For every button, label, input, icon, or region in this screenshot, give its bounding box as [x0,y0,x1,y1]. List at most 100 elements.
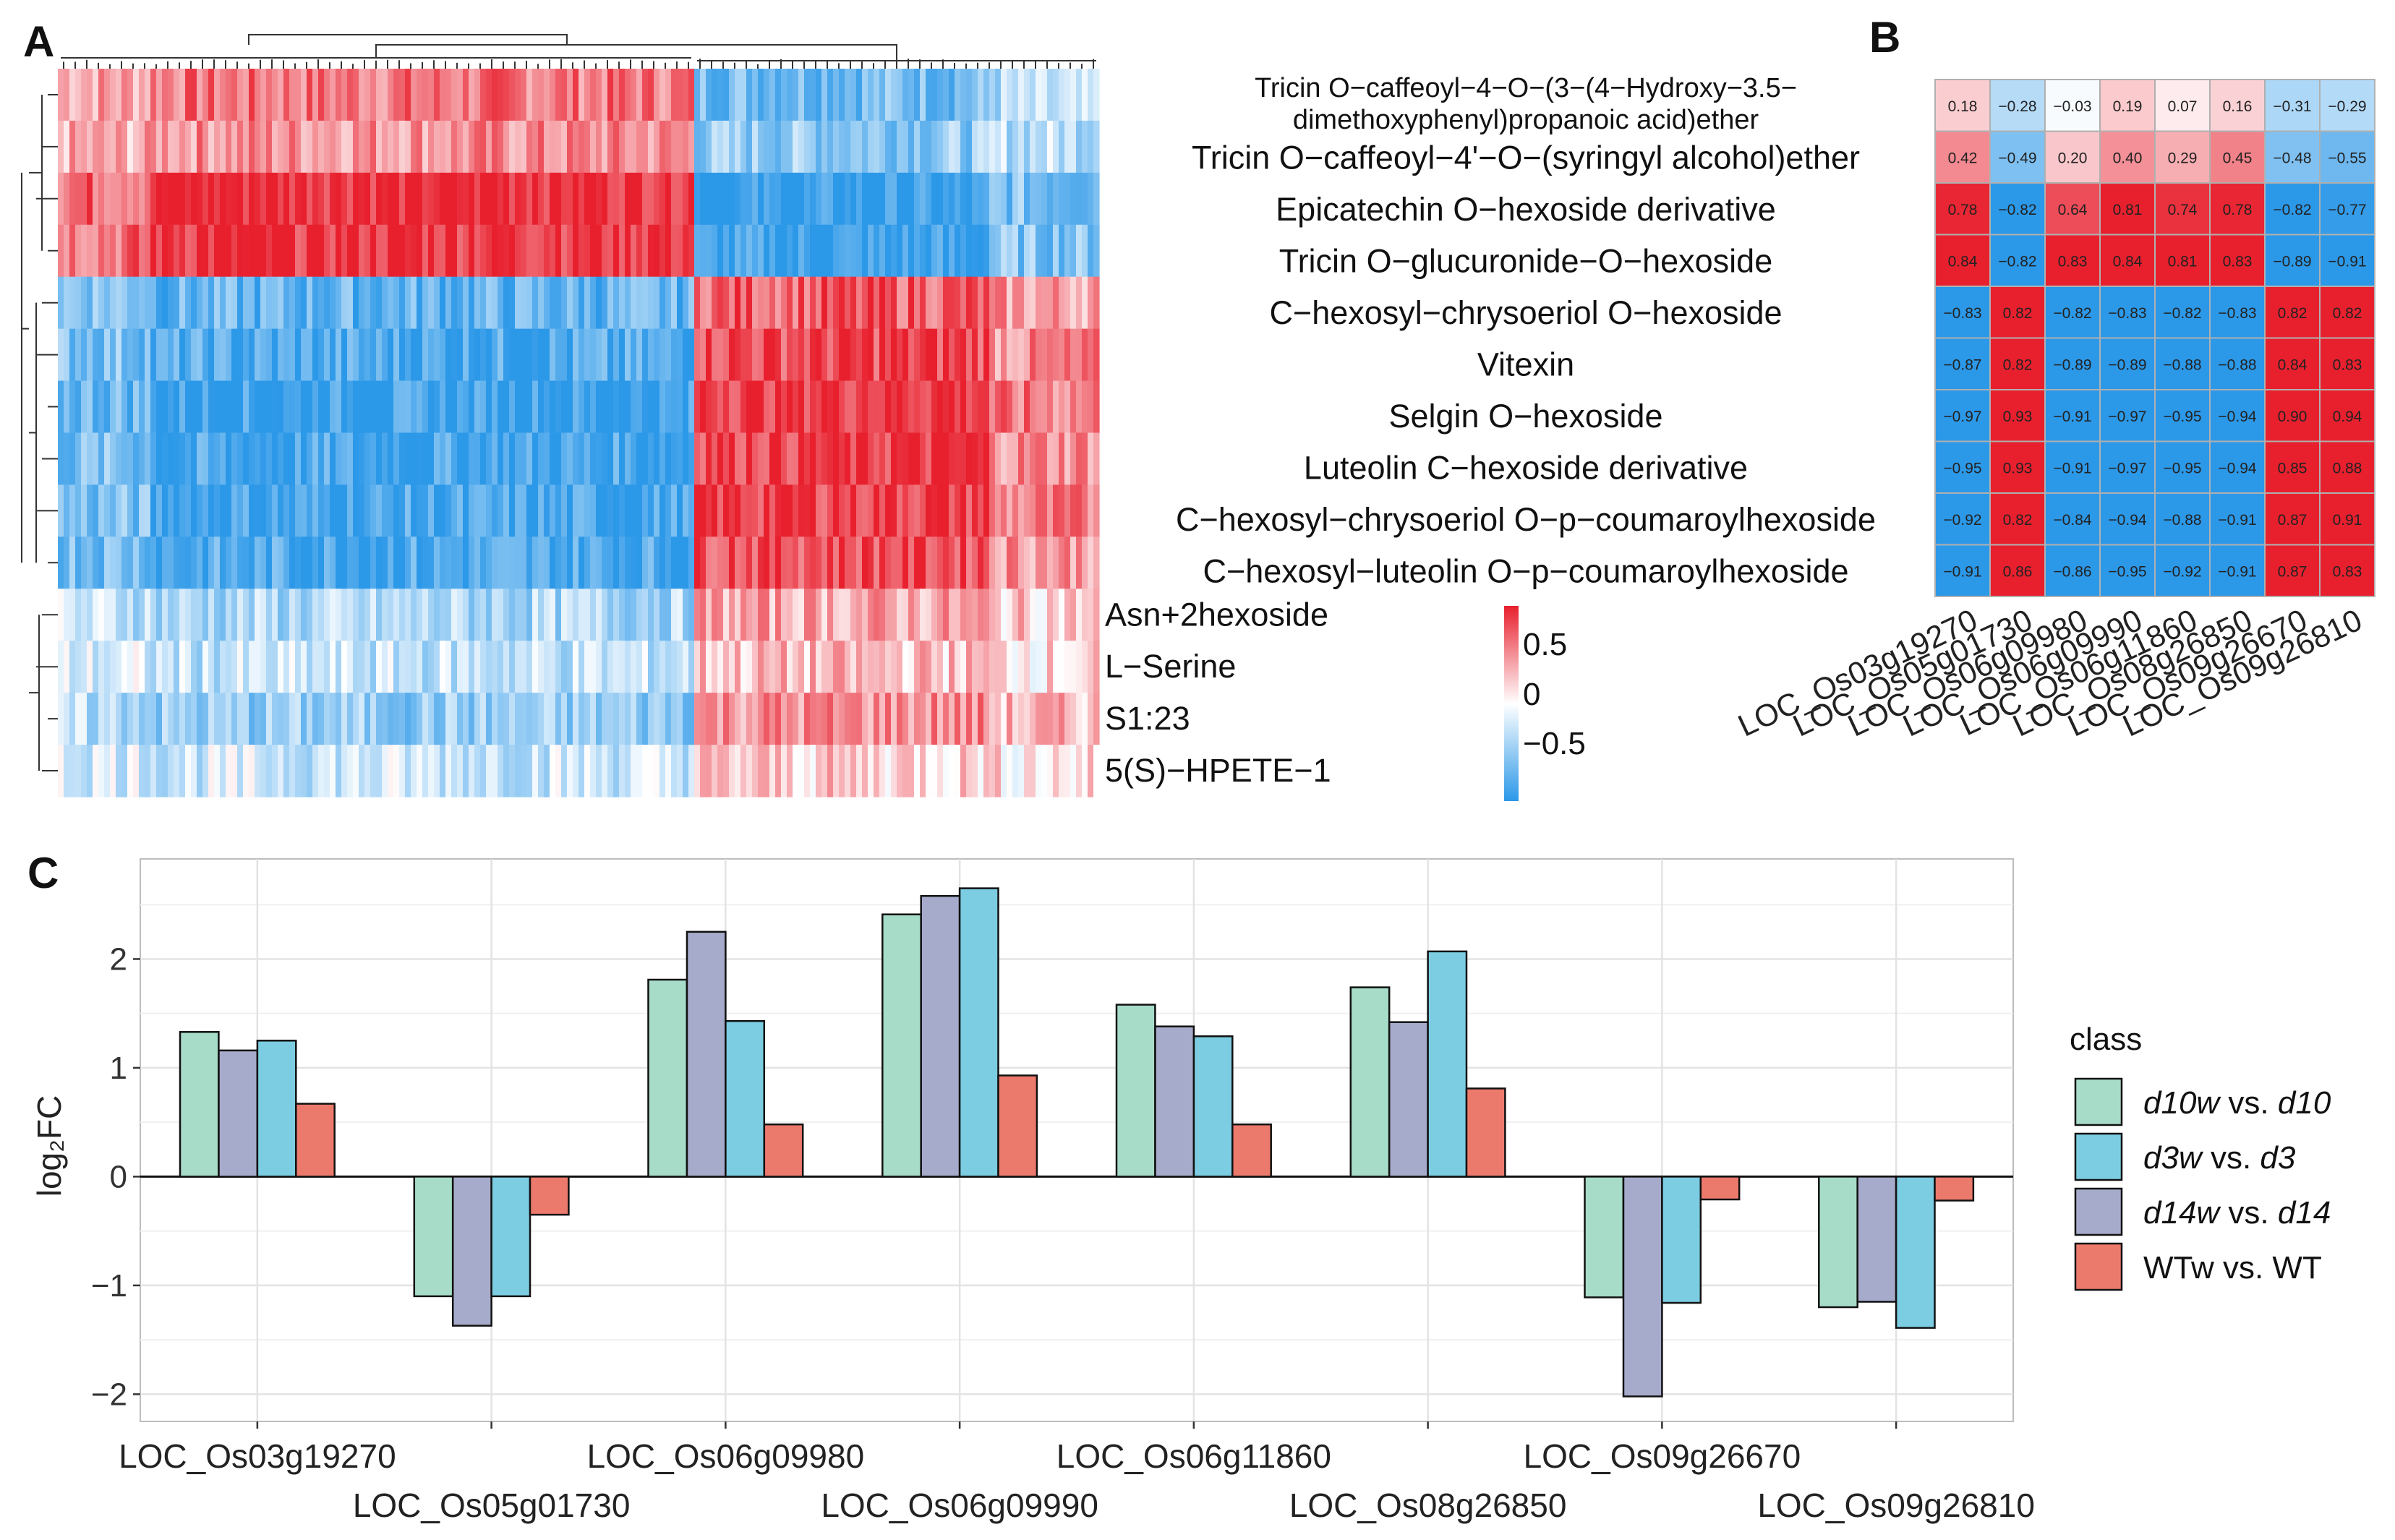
heatmap-a-cell [804,328,811,382]
heatmap-a-cell [526,380,533,434]
heatmap-a-cell [405,172,411,226]
heatmap-a-cell [602,328,608,382]
heatmap-a-cell [1064,69,1071,121]
heatmap-a-row-label: 5(S)−HPETE−1 [1105,752,1331,789]
heatmap-a-cell [1059,276,1065,330]
heatmap-a-cell [978,641,984,693]
heatmap-a-cell [202,69,209,121]
heatmap-a-cell [220,224,226,278]
heatmap-a-cell [677,380,683,434]
heatmap-a-cell [827,69,834,121]
heatmap-a-cell [295,380,302,434]
heatmap-a-cell [972,641,978,693]
heatmap-a-cell [283,328,290,382]
heatmap-a-cell [451,380,458,434]
heatmap-a-cell [93,380,99,434]
heatmap-a-cell [399,641,406,693]
heatmap-b-cell [1989,544,2046,597]
heatmap-a-cell [966,536,973,589]
heatmap-a-cell [503,693,510,745]
heatmap-a-cell [417,120,423,174]
heatmap-a-cell [891,380,897,434]
heatmap-a-cell [1024,745,1030,797]
heatmap-a-cell [347,432,354,486]
column-dendrogram [61,34,1096,69]
heatmap-a-cell [162,641,168,693]
heatmap-a-cell [908,328,915,382]
heatmap-a-cell [850,69,857,121]
heatmap-a-cell [538,745,545,797]
heatmap-a-cell [677,484,683,537]
heatmap-a-cell [602,69,608,121]
heatmap-a-cell [347,224,354,278]
heatmap-a-cell [266,224,273,278]
heatmap-a-cell [544,432,550,486]
heatmap-a-cell [920,693,926,745]
heatmap-a-cell [376,745,383,797]
heatmap-a-cell [862,172,868,226]
heatmap-a-cell [665,589,672,641]
legend-swatch [2074,1077,2123,1126]
heatmap-a-cell [191,120,197,174]
heatmap-a-cell [908,432,915,486]
heatmap-a-cell [706,589,712,641]
heatmap-a-cell [1047,484,1054,537]
heatmap-a-cell [428,328,435,382]
heatmap-a-cell [121,380,128,434]
heatmap-a-cell [64,172,70,226]
heatmap-a-cell [301,69,307,121]
heatmap-a-cell [1047,172,1054,226]
heatmap-a-cell [1036,432,1042,486]
heatmap-a-cell [972,693,978,745]
heatmap-a-cell [295,328,302,382]
heatmap-a-cell [364,693,371,745]
heatmap-a-cell [121,224,128,278]
heatmap-a-cell [781,172,787,226]
heatmap-a-cell [752,589,759,641]
heatmap-a-cell [1053,484,1059,537]
heatmap-a-cell [908,172,915,226]
heatmap-a-cell [445,172,452,226]
heatmap-a-cell [492,589,498,641]
heatmap-a-cell [1070,693,1077,745]
heatmap-a-cell [405,641,411,693]
heatmap-b-cell-value: 0.74 [2168,202,2198,218]
heatmap-a-cell [168,172,174,226]
heatmap-a-cell [359,172,365,226]
heatmap-a-cell [445,693,452,745]
heatmap-a-cell [1082,432,1088,486]
heatmap-a-cell [145,276,151,330]
heatmap-b-cell-value: −0.91 [2053,408,2091,425]
heatmap-a-cell [960,432,967,486]
heatmap-a-cell [723,380,730,434]
heatmap-a-cell [648,172,654,226]
bar [1231,1123,1272,1178]
heatmap-a-cell [353,432,359,486]
heatmap-a-cell [1047,120,1054,174]
heatmap-a-cell [1082,693,1088,745]
heatmap-a-cell [376,484,383,537]
heatmap-a-cell [133,172,140,226]
heatmap-a-cell [914,380,921,434]
heatmap-a-cell [810,484,816,537]
y-tick-label: 1 [110,1051,127,1086]
heatmap-a-cell [602,589,608,641]
heatmap-a-cell [555,224,562,278]
heatmap-a-cell [1059,745,1065,797]
heatmap-a-cell [1059,536,1065,589]
heatmap-a-cell [804,276,811,330]
heatmap-a-cell [584,693,591,745]
heatmap-a-cell [156,432,163,486]
heatmap-a-cell [382,745,388,797]
heatmap-a-cell [411,693,417,745]
heatmap-a-cell [1047,224,1054,278]
heatmap-a-cell [145,380,151,434]
heatmap-a-cell [492,328,498,382]
heatmap-a-cell [81,432,87,486]
heatmap-b-cell [2209,389,2266,442]
heatmap-a-cell [579,745,585,797]
heatmap-a-cell [1041,120,1048,174]
colorbar-gradient [1504,606,1519,801]
heatmap-a-cell [474,484,481,537]
bar [218,1049,259,1178]
